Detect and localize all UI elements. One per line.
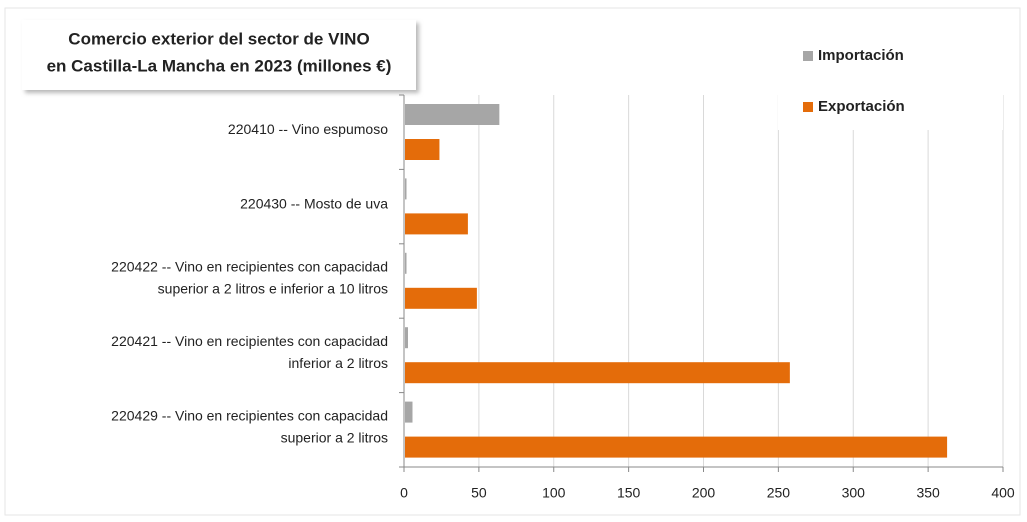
legend-bg bbox=[778, 38, 1003, 130]
bar bbox=[405, 362, 790, 384]
chart-title: Comercio exterior del sector de VINO bbox=[68, 29, 369, 48]
title-box bbox=[22, 20, 416, 90]
y-tick-label: 220410 -- Vino espumoso bbox=[228, 121, 388, 137]
legend-label: Importación bbox=[818, 47, 904, 64]
y-tick-label: 220430 -- Mosto de uva bbox=[240, 195, 388, 211]
bar bbox=[405, 287, 477, 309]
x-tick-label: 400 bbox=[991, 485, 1015, 501]
x-tick-label: 250 bbox=[767, 485, 791, 501]
bar bbox=[405, 401, 413, 423]
bar bbox=[405, 327, 408, 349]
x-tick-label: 200 bbox=[692, 485, 716, 501]
y-tick-label: 220429 -- Vino en recipientes con capaci… bbox=[111, 408, 388, 424]
y-tick-label: 220422 -- Vino en recipientes con capaci… bbox=[111, 259, 388, 275]
x-tick-label: 100 bbox=[542, 485, 566, 501]
chart-title: en Castilla-La Mancha en 2023 (millones … bbox=[47, 56, 392, 75]
plot: 0 50 100 150 200 250 300 350 400 bbox=[399, 94, 1015, 501]
y-tick-label: 220421 -- Vino en recipientes con capaci… bbox=[111, 333, 388, 349]
bar bbox=[405, 252, 407, 274]
x-tick-label: 50 bbox=[471, 485, 487, 501]
legend-swatch bbox=[803, 102, 813, 112]
y-tick-label: superior a 2 litros bbox=[281, 430, 388, 446]
x-tick-label: 300 bbox=[842, 485, 866, 501]
x-tick-label: 350 bbox=[916, 485, 940, 501]
bar bbox=[405, 104, 500, 125]
y-tick-label: superior a 2 litros e inferior a 10 litr… bbox=[158, 281, 388, 297]
bar bbox=[405, 139, 440, 160]
bar bbox=[405, 436, 948, 458]
bar bbox=[405, 178, 407, 200]
legend-swatch bbox=[803, 51, 813, 61]
legend-label: Exportación bbox=[818, 98, 905, 115]
bar bbox=[405, 213, 468, 235]
x-tick-label: 0 bbox=[400, 485, 408, 501]
y-tick-label: inferior a 2 litros bbox=[288, 355, 388, 371]
x-tick-label: 150 bbox=[617, 485, 641, 501]
